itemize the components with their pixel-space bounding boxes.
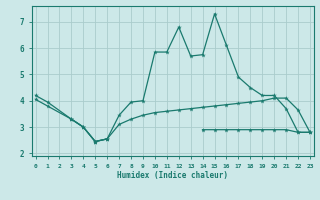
X-axis label: Humidex (Indice chaleur): Humidex (Indice chaleur) [117, 171, 228, 180]
